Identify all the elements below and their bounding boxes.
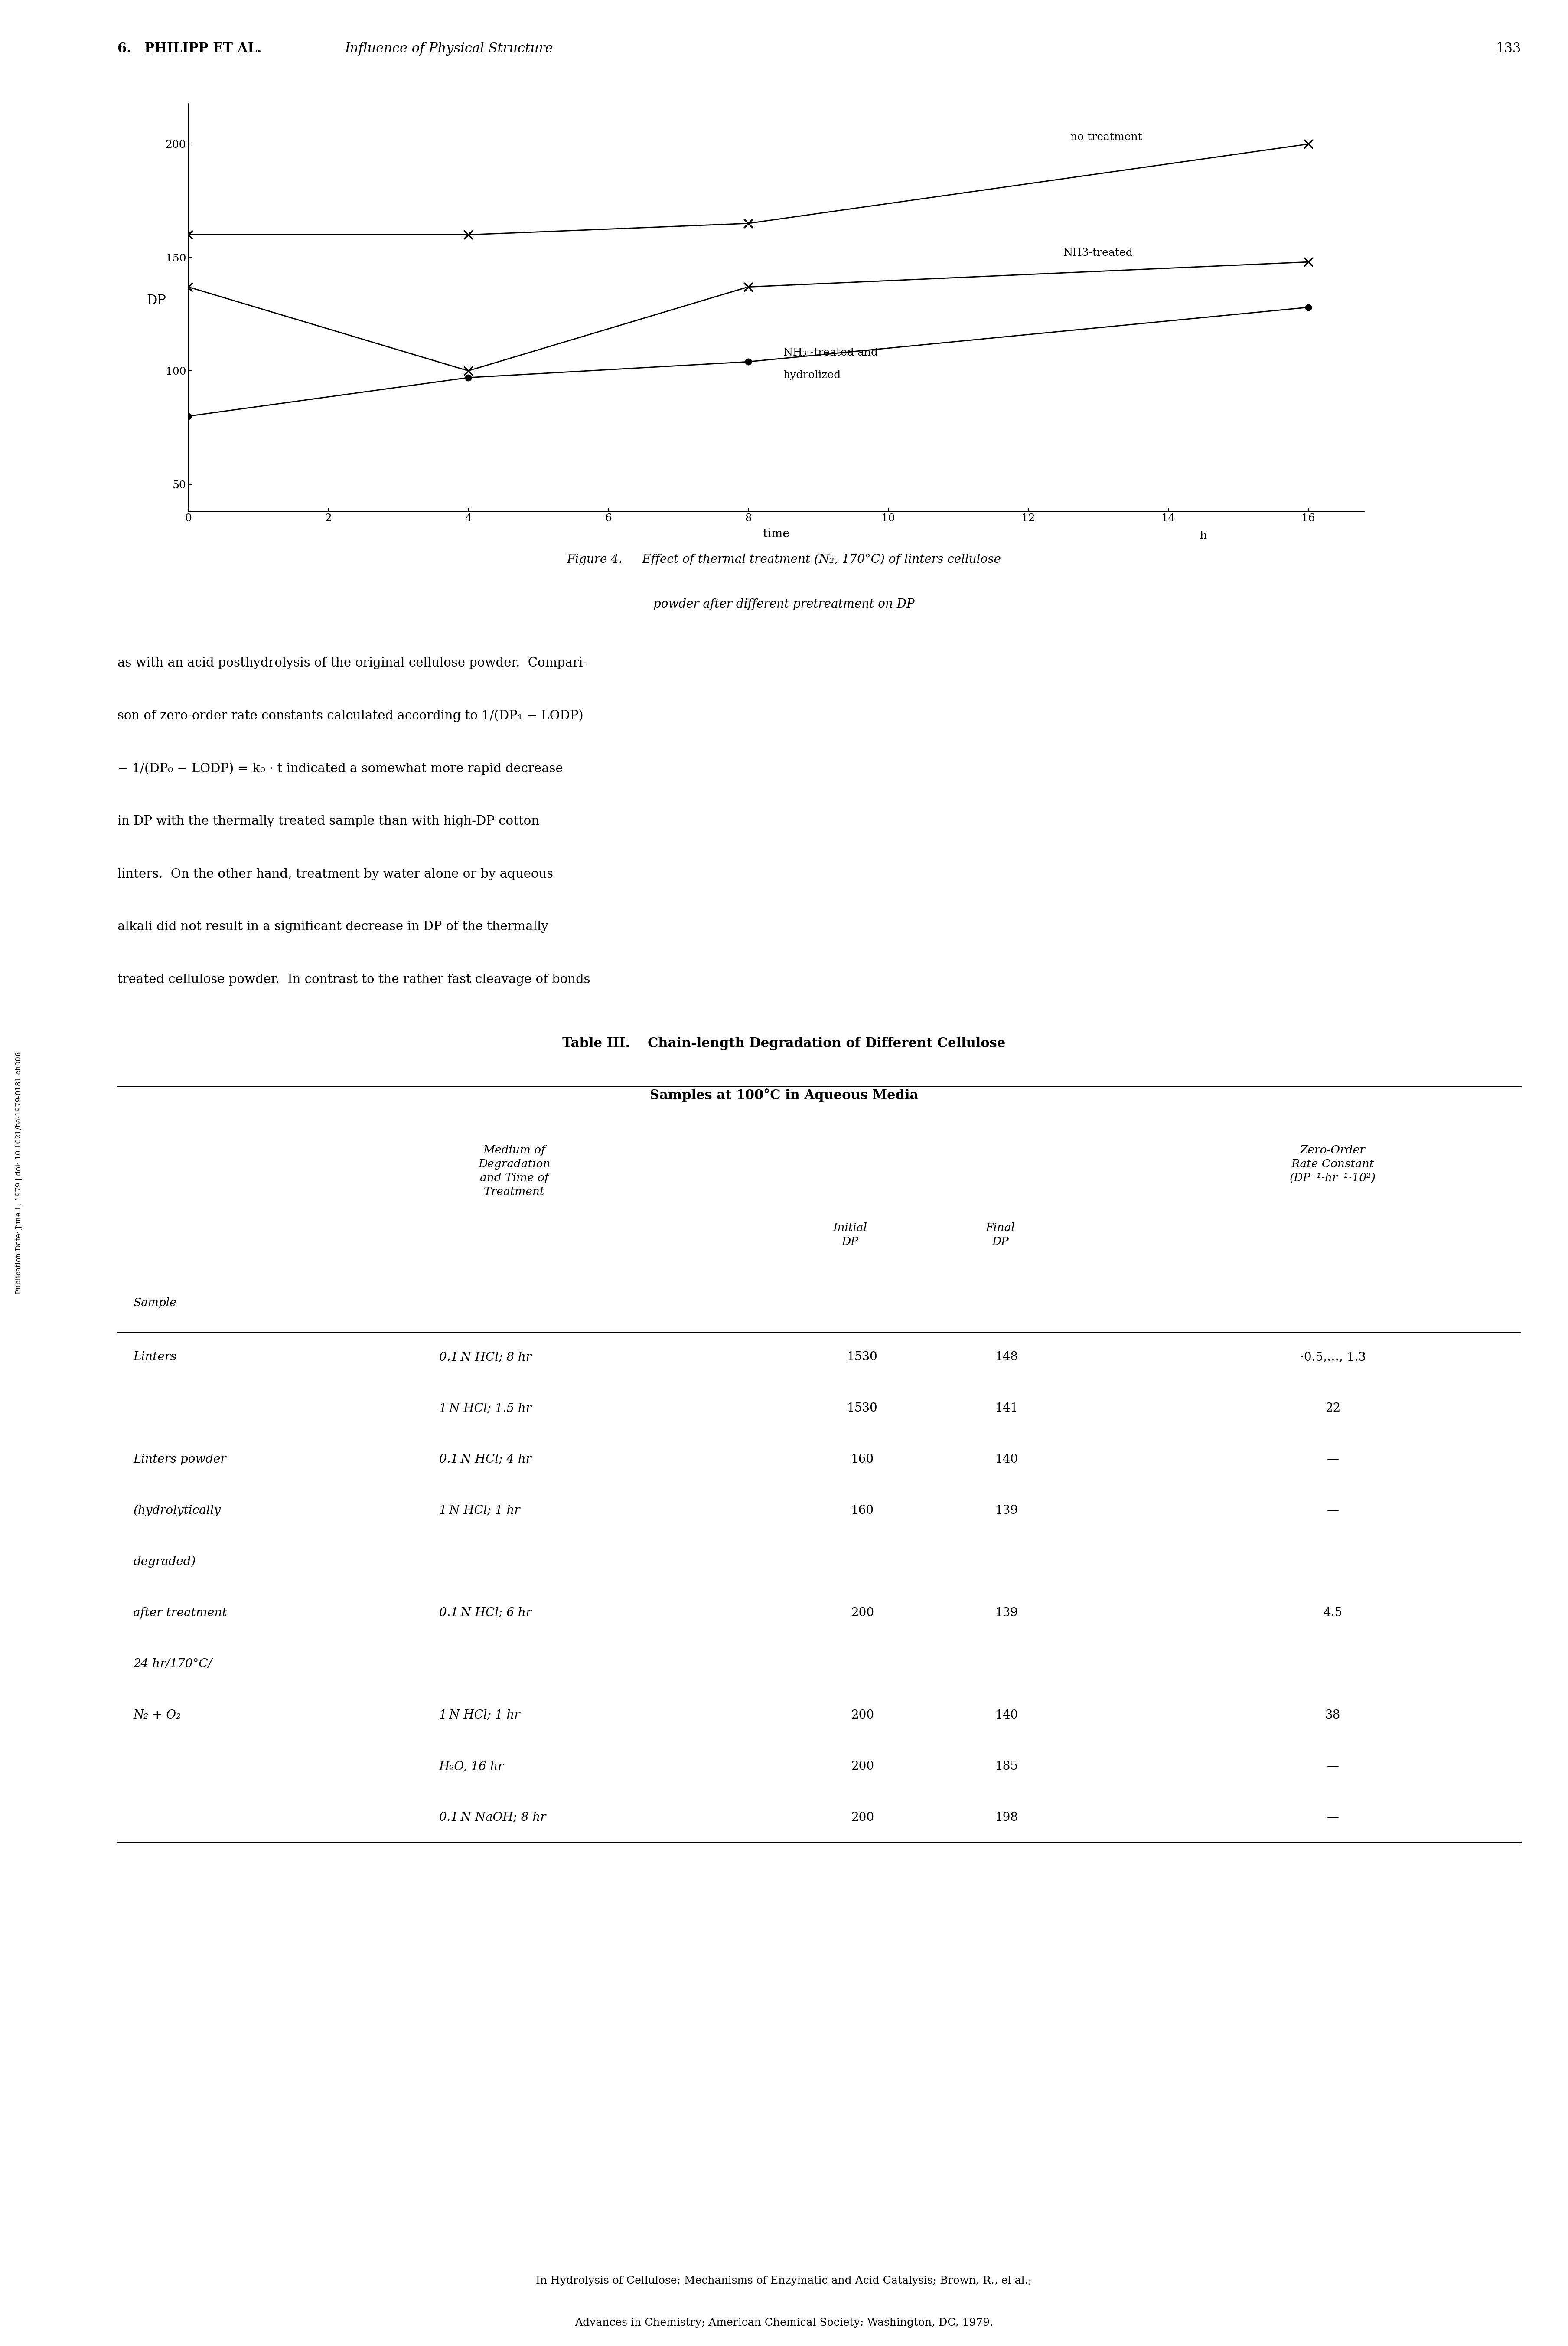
Text: 0.1 N HCl; 4 hr: 0.1 N HCl; 4 hr: [439, 1455, 532, 1466]
Text: no treatment: no treatment: [1069, 131, 1142, 143]
Text: —: —: [1327, 1504, 1339, 1516]
Text: 24 hr/170°C/: 24 hr/170°C/: [133, 1659, 212, 1670]
X-axis label: time: time: [762, 528, 790, 540]
Text: 200: 200: [851, 1710, 873, 1722]
Text: 200: 200: [851, 1760, 873, 1771]
Text: 0.1 N HCl; 6 hr: 0.1 N HCl; 6 hr: [439, 1607, 532, 1619]
Text: 140: 140: [996, 1710, 1018, 1722]
Text: 38: 38: [1325, 1710, 1341, 1722]
Text: 1530: 1530: [847, 1403, 878, 1415]
Text: son of zero-order rate constants calculated according to 1/(DP₁ − LODP): son of zero-order rate constants calcula…: [118, 708, 583, 723]
Text: Medium of
Degradation
and Time of
Treatment: Medium of Degradation and Time of Treatm…: [478, 1145, 550, 1196]
Text: linters.  On the other hand, treatment by water alone or by aqueous: linters. On the other hand, treatment by…: [118, 868, 554, 880]
Text: Publication Date: June 1, 1979 | doi: 10.1021/ba-1979-0181.ch006: Publication Date: June 1, 1979 | doi: 10…: [16, 1051, 22, 1295]
Text: 139: 139: [996, 1504, 1018, 1516]
Text: Linters powder: Linters powder: [133, 1455, 226, 1466]
Text: H₂O, 16 hr: H₂O, 16 hr: [439, 1760, 503, 1771]
Text: NH3-treated: NH3-treated: [1063, 249, 1132, 258]
Text: 22: 22: [1325, 1403, 1341, 1415]
Text: 198: 198: [996, 1811, 1018, 1823]
Text: 160: 160: [851, 1504, 873, 1516]
Text: 1 N HCl; 1 hr: 1 N HCl; 1 hr: [439, 1710, 521, 1722]
Text: Advances in Chemistry; American Chemical Society: Washington, DC, 1979.: Advances in Chemistry; American Chemical…: [575, 2318, 993, 2327]
Text: 141: 141: [996, 1403, 1018, 1415]
Text: 133: 133: [1496, 42, 1521, 56]
Text: 160: 160: [851, 1455, 873, 1466]
Text: (hydrolytically: (hydrolytically: [133, 1504, 221, 1516]
Text: 200: 200: [851, 1811, 873, 1823]
Text: —: —: [1327, 1760, 1339, 1771]
Text: 1530: 1530: [847, 1351, 878, 1363]
Text: 0.1 N HCl; 8 hr: 0.1 N HCl; 8 hr: [439, 1351, 532, 1363]
Text: powder after different pretreatment on DP: powder after different pretreatment on D…: [654, 598, 914, 610]
Text: NH₃ -treated and: NH₃ -treated and: [782, 347, 878, 357]
Text: 140: 140: [996, 1455, 1018, 1466]
Text: Figure 4.   Effect of thermal treatment (N₂, 170°C) of linters cellulose: Figure 4. Effect of thermal treatment (N…: [568, 554, 1000, 565]
Text: 1 N HCl; 1.5 hr: 1 N HCl; 1.5 hr: [439, 1403, 532, 1415]
Text: 148: 148: [996, 1351, 1018, 1363]
Text: Samples at 100°C in Aqueous Media: Samples at 100°C in Aqueous Media: [649, 1089, 919, 1103]
Text: 185: 185: [996, 1760, 1018, 1771]
Text: —: —: [1327, 1455, 1339, 1466]
Text: as with an acid posthydrolysis of the original cellulose powder.  Compari-: as with an acid posthydrolysis of the or…: [118, 657, 586, 669]
Text: ·0.5,…, 1.3: ·0.5,…, 1.3: [1300, 1351, 1366, 1363]
Text: Zero-Order
Rate Constant
(DP⁻¹·hr⁻¹·10²): Zero-Order Rate Constant (DP⁻¹·hr⁻¹·10²): [1290, 1145, 1375, 1182]
Text: − 1/(DP₀ − LODP) = k₀ · t indicated a somewhat more rapid decrease: − 1/(DP₀ − LODP) = k₀ · t indicated a so…: [118, 762, 563, 774]
Text: 4.5: 4.5: [1323, 1607, 1342, 1619]
Text: in DP with the thermally treated sample than with high-DP cotton: in DP with the thermally treated sample …: [118, 816, 539, 828]
Text: In Hydrolysis of Cellulose: Mechanisms of Enzymatic and Acid Catalysis; Brown, R: In Hydrolysis of Cellulose: Mechanisms o…: [536, 2276, 1032, 2285]
Y-axis label: DP: DP: [147, 293, 166, 307]
Text: —: —: [1327, 1811, 1339, 1823]
Text: degraded): degraded): [133, 1555, 196, 1567]
Text: h: h: [1200, 530, 1207, 542]
Text: treated cellulose powder.  In contrast to the rather fast cleavage of bonds: treated cellulose powder. In contrast to…: [118, 974, 590, 985]
Text: 200: 200: [851, 1607, 873, 1619]
Text: 0.1 N NaOH; 8 hr: 0.1 N NaOH; 8 hr: [439, 1811, 546, 1823]
Text: alkali did not result in a significant decrease in DP of the thermally: alkali did not result in a significant d…: [118, 922, 549, 934]
Text: after treatment: after treatment: [133, 1607, 227, 1619]
Text: N₂ + O₂: N₂ + O₂: [133, 1710, 180, 1722]
Text: 139: 139: [996, 1607, 1018, 1619]
Text: 6. PHILIPP ET AL.: 6. PHILIPP ET AL.: [118, 42, 262, 56]
Text: Linters: Linters: [133, 1351, 177, 1363]
Text: Final
DP: Final DP: [986, 1222, 1014, 1248]
Text: 1 N HCl; 1 hr: 1 N HCl; 1 hr: [439, 1504, 521, 1516]
Text: Influence of Physical Structure: Influence of Physical Structure: [345, 42, 554, 56]
Text: Sample: Sample: [133, 1297, 177, 1309]
Text: Initial
DP: Initial DP: [833, 1222, 867, 1248]
Text: hydrolized: hydrolized: [782, 371, 840, 380]
Text: Table III.  Chain-length Degradation of Different Cellulose: Table III. Chain-length Degradation of D…: [563, 1037, 1005, 1051]
